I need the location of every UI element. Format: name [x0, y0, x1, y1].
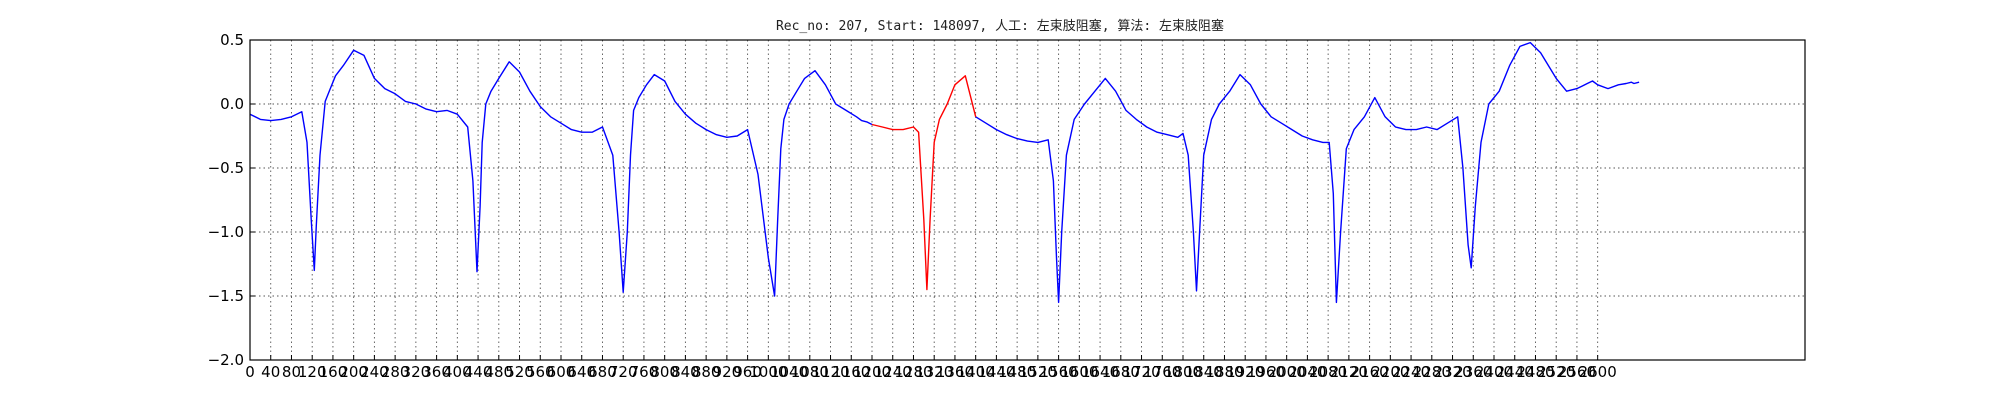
x-tick-label: 600	[547, 363, 576, 381]
x-tick-label: 1520	[1019, 363, 1057, 381]
x-tick-label: 760	[630, 363, 659, 381]
x-tick-label: 2520	[1537, 363, 1575, 381]
x-tick-label: 1840	[1185, 363, 1223, 381]
x-tick-label: 360	[422, 363, 451, 381]
x-tick-label: 1400	[957, 363, 995, 381]
x-tick-label: 1440	[977, 363, 1015, 381]
x-tick-label: 1600	[1060, 363, 1098, 381]
x-tick-label: 560	[526, 363, 555, 381]
x-tick-label: 640	[567, 363, 596, 381]
x-tick-label: 1960	[1247, 363, 1285, 381]
x-tick-label: 440	[464, 363, 493, 381]
x-tick-label: 2280	[1413, 363, 1451, 381]
x-tick-label: 680	[588, 363, 617, 381]
x-tick-label: 880	[692, 363, 721, 381]
y-tick-label: 0.5	[220, 31, 244, 49]
x-tick-label: 320	[402, 363, 431, 381]
x-tick-label: 2080	[1309, 363, 1347, 381]
x-tick-label: 480	[484, 363, 513, 381]
x-tick-label: 2160	[1351, 363, 1389, 381]
x-tick-label: 1480	[998, 363, 1036, 381]
grid-lines	[250, 40, 1805, 360]
x-tick-label: 1800	[1164, 363, 1202, 381]
x-tick-label: 120	[298, 363, 327, 381]
x-axis-ticks: 0 40 8012016020024028032036040044048052056…	[245, 355, 1617, 381]
x-tick-label: 2600	[1579, 363, 1617, 381]
x-tick-label: 160	[319, 363, 348, 381]
y-tick-label: −1.5	[208, 287, 244, 305]
x-tick-label: 2040	[1288, 363, 1326, 381]
x-tick-label: 720	[609, 363, 638, 381]
y-tick-label: 0.0	[220, 95, 244, 113]
x-tick-label: 1120	[811, 363, 849, 381]
x-tick-label: 1560	[1040, 363, 1078, 381]
x-tick-label: 1000	[749, 363, 787, 381]
x-tick-label: 2200	[1371, 363, 1409, 381]
axes-frame	[249, 39, 1806, 361]
x-tick-label: 2360	[1454, 363, 1492, 381]
x-tick-label: 1160	[832, 363, 870, 381]
x-tick-label: 2480	[1516, 363, 1554, 381]
x-tick-label: 1640	[1081, 363, 1119, 381]
y-axis-ticks: 0.5 0.0 −0.5 −1.0 −1.5 −2.0	[208, 31, 255, 369]
x-tick-label: 1280	[894, 363, 932, 381]
x-tick-label: 1760	[1143, 363, 1181, 381]
x-tick-label: 2120	[1330, 363, 1368, 381]
x-tick-label: 2400	[1475, 363, 1513, 381]
y-tick-label: −1.0	[208, 223, 244, 241]
x-tick-label: 0	[245, 363, 255, 381]
x-tick-label: 2000	[1268, 363, 1306, 381]
x-tick-label: 960	[733, 363, 762, 381]
x-tick-label: 2240	[1392, 363, 1430, 381]
x-tick-label: 840	[671, 363, 700, 381]
x-tick-label: 400	[443, 363, 472, 381]
x-tick-label: 1920	[1226, 363, 1264, 381]
x-tick-label: 1200	[853, 363, 891, 381]
x-tick-label: 200	[339, 363, 368, 381]
x-tick-label: 520	[505, 363, 534, 381]
x-tick-label: 2560	[1558, 363, 1596, 381]
x-tick-label: 1880	[1205, 363, 1243, 381]
x-tick-label: 920	[713, 363, 742, 381]
x-tick-label: 1680	[1102, 363, 1140, 381]
x-tick-label: 80	[282, 363, 301, 381]
ecg-trace-blue	[975, 41, 1640, 304]
chart-title: Rec_no: 207, Start: 148097, 人工: 左束肢阻塞, 算…	[776, 18, 1224, 34]
x-tick-label: 40	[261, 363, 280, 381]
x-tick-label: 1360	[936, 363, 974, 381]
x-tick-label: 1240	[874, 363, 912, 381]
x-tick-label: 800	[650, 363, 679, 381]
x-tick-label: 2440	[1496, 363, 1534, 381]
y-tick-label: −2.0	[208, 351, 244, 369]
x-tick-label: 1040	[770, 363, 808, 381]
x-tick-label: 1720	[1122, 363, 1160, 381]
x-tick-label: 240	[360, 363, 389, 381]
x-tick-label: 280	[381, 363, 410, 381]
x-tick-label: 2320	[1433, 363, 1471, 381]
series-lines	[249, 41, 1640, 304]
ecg-trace-blue	[249, 49, 873, 297]
x-tick-label: 1080	[791, 363, 829, 381]
x-tick-label: 1320	[915, 363, 953, 381]
ecg-trace-red	[871, 75, 977, 291]
y-tick-label: −0.5	[208, 159, 244, 177]
